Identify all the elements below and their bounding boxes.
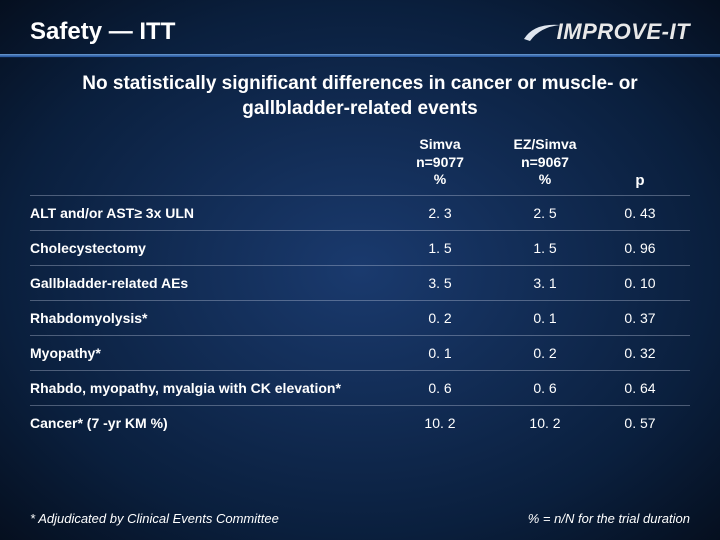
- col2-line2: n=9067: [490, 154, 600, 172]
- col2-line1: EZ/Simva: [490, 136, 600, 154]
- row-value-p: 0. 43: [600, 205, 680, 221]
- row-value-ezsimva: 2. 5: [490, 205, 600, 221]
- col1-line1: Simva: [390, 136, 490, 154]
- table-row: Cancer* (7 -yr KM %)10. 210. 20. 57: [30, 405, 690, 440]
- row-value-ezsimva: 1. 5: [490, 240, 600, 256]
- table-body: ALT and/or AST≥ 3x ULN2. 32. 50. 43Chole…: [30, 195, 690, 440]
- row-value-p: 0. 37: [600, 310, 680, 326]
- row-value-simva: 2. 3: [390, 205, 490, 221]
- col1-line3: %: [390, 171, 490, 189]
- row-value-p: 0. 57: [600, 415, 680, 431]
- slide-footer: * Adjudicated by Clinical Events Committ…: [30, 511, 690, 526]
- slide-subtitle: No statistically significant differences…: [0, 58, 720, 131]
- column-header-simva: Simva n=9077 %: [390, 136, 490, 189]
- page-title: Safety — ITT: [30, 18, 175, 46]
- table-header-row: Simva n=9077 % EZ/Simva n=9067 % p: [30, 131, 690, 195]
- row-value-ezsimva: 10. 2: [490, 415, 600, 431]
- slide-header: Safety — ITT IMPROVE-IT: [0, 0, 720, 54]
- row-value-simva: 0. 6: [390, 380, 490, 396]
- footnote-right: % = n/N for the trial duration: [528, 511, 690, 526]
- row-label: Gallbladder-related AEs: [30, 275, 390, 291]
- footnote-left: * Adjudicated by Clinical Events Committ…: [30, 511, 279, 526]
- row-value-p: 0. 96: [600, 240, 680, 256]
- logo: IMPROVE-IT: [527, 19, 690, 45]
- row-label: Rhabdo, myopathy, myalgia with CK elevat…: [30, 380, 390, 396]
- row-value-ezsimva: 3. 1: [490, 275, 600, 291]
- row-value-ezsimva: 0. 1: [490, 310, 600, 326]
- row-label: Myopathy*: [30, 345, 390, 361]
- safety-table: Simva n=9077 % EZ/Simva n=9067 % p ALT a…: [0, 131, 720, 440]
- col1-line2: n=9077: [390, 154, 490, 172]
- table-row: Gallbladder-related AEs3. 53. 10. 10: [30, 265, 690, 300]
- logo-swoosh-icon: [522, 21, 562, 43]
- row-value-ezsimva: 0. 2: [490, 345, 600, 361]
- row-value-simva: 10. 2: [390, 415, 490, 431]
- row-value-p: 0. 64: [600, 380, 680, 396]
- logo-text: IMPROVE-IT: [557, 19, 690, 44]
- col2-line3: %: [490, 171, 600, 189]
- row-label: Cholecystectomy: [30, 240, 390, 256]
- row-label: Rhabdomyolysis*: [30, 310, 390, 326]
- row-value-p: 0. 10: [600, 275, 680, 291]
- table-row: Myopathy*0. 10. 20. 32: [30, 335, 690, 370]
- row-value-ezsimva: 0. 6: [490, 380, 600, 396]
- column-header-ezsimva: EZ/Simva n=9067 %: [490, 136, 600, 189]
- table-row: Rhabdomyolysis*0. 20. 10. 37: [30, 300, 690, 335]
- row-label: ALT and/or AST≥ 3x ULN: [30, 205, 390, 221]
- row-value-simva: 1. 5: [390, 240, 490, 256]
- row-value-simva: 0. 1: [390, 345, 490, 361]
- row-value-simva: 3. 5: [390, 275, 490, 291]
- row-value-p: 0. 32: [600, 345, 680, 361]
- table-row: Cholecystectomy1. 51. 50. 96: [30, 230, 690, 265]
- table-row: Rhabdo, myopathy, myalgia with CK elevat…: [30, 370, 690, 405]
- row-value-simva: 0. 2: [390, 310, 490, 326]
- column-header-p: p: [600, 135, 680, 189]
- row-label: Cancer* (7 -yr KM %): [30, 415, 390, 431]
- table-row: ALT and/or AST≥ 3x ULN2. 32. 50. 43: [30, 195, 690, 230]
